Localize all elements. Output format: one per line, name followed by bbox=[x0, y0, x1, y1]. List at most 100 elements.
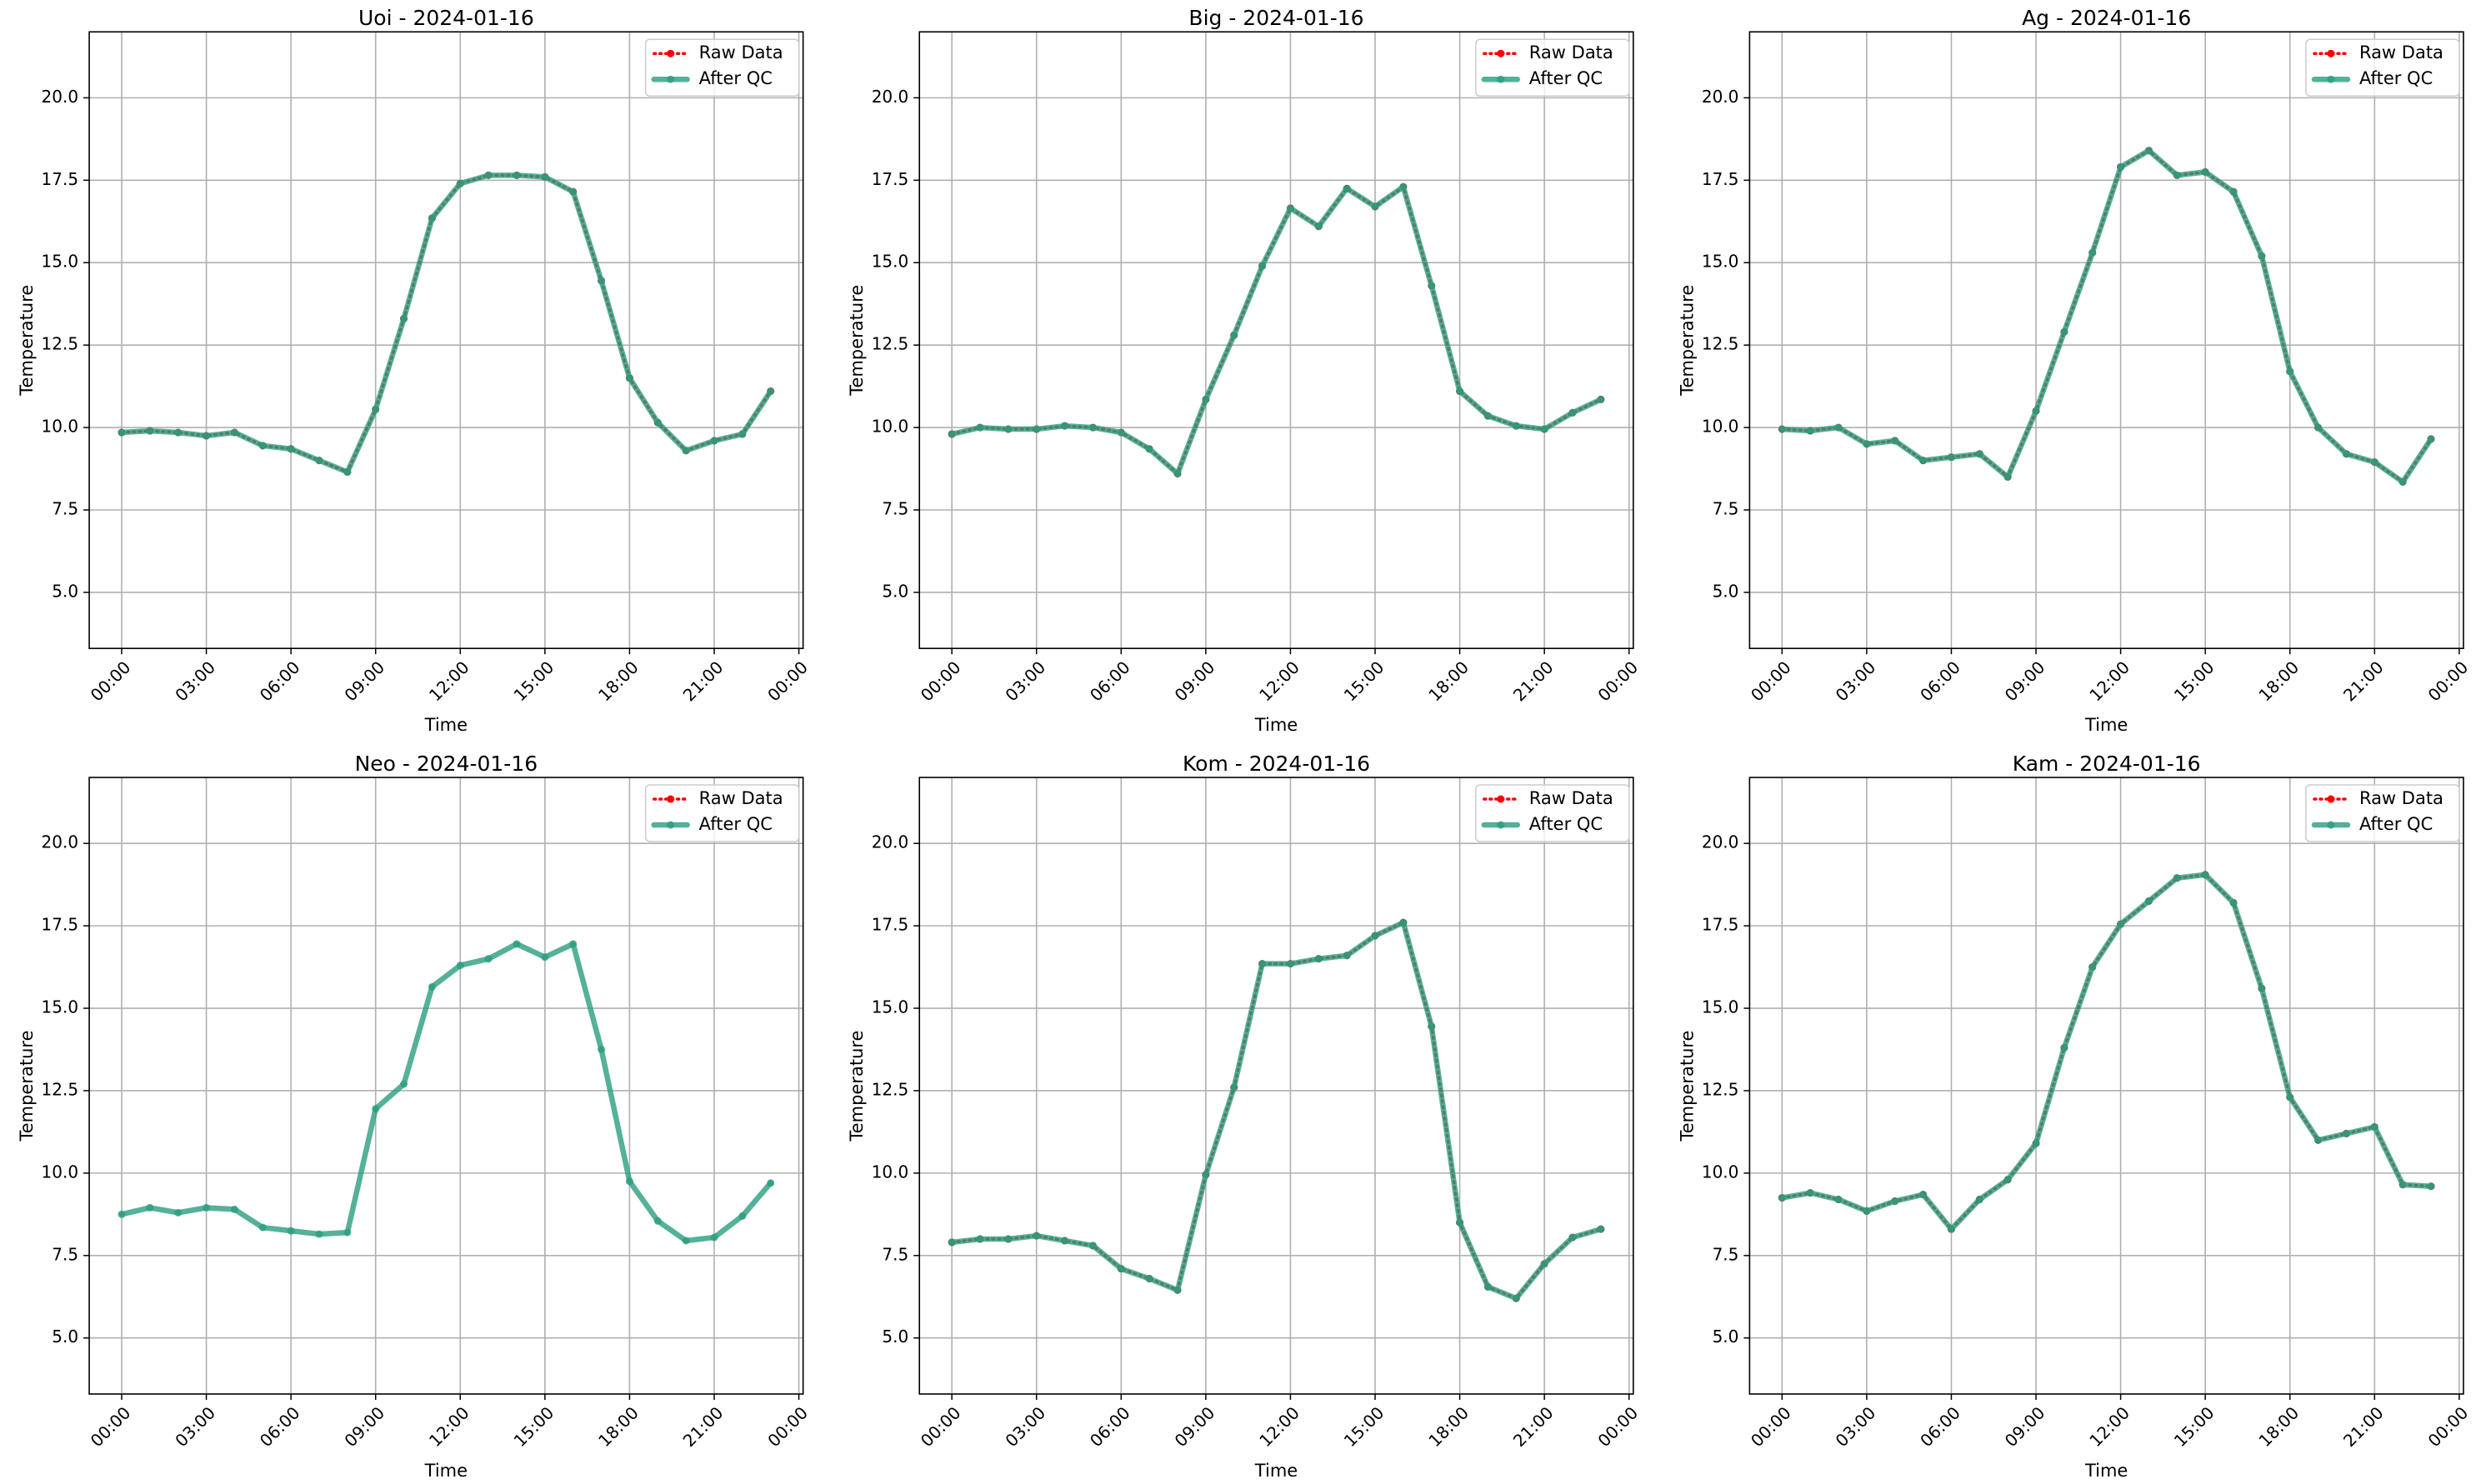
data-point bbox=[1540, 1260, 1548, 1268]
y-tick-label: 20.0 bbox=[872, 87, 909, 107]
data-point bbox=[2201, 871, 2209, 879]
chart-title: Big - 2024-01-16 bbox=[1188, 6, 1363, 30]
y-tick-label: 20.0 bbox=[42, 832, 79, 852]
legend-label: After QC bbox=[699, 814, 773, 834]
x-tick-label: 12:00 bbox=[2085, 1402, 2133, 1451]
x-tick-label: 09:00 bbox=[2001, 657, 2049, 706]
chart-title: Ag - 2024-01-16 bbox=[2022, 6, 2191, 30]
data-point bbox=[456, 179, 464, 187]
y-tick-label: 5.0 bbox=[882, 581, 908, 601]
data-point bbox=[2342, 450, 2350, 458]
y-axis-label: Temperature bbox=[847, 1031, 867, 1142]
data-point bbox=[1568, 408, 1577, 417]
data-point bbox=[484, 955, 493, 963]
data-point bbox=[598, 1046, 606, 1054]
x-tick-label: 06:00 bbox=[1916, 1402, 1964, 1451]
x-tick-label: 03:00 bbox=[171, 657, 219, 706]
data-point bbox=[2032, 407, 2040, 415]
x-tick-label: 00:00 bbox=[2424, 1402, 2473, 1451]
plot-frame bbox=[918, 31, 1634, 649]
data-point bbox=[513, 940, 521, 948]
data-point bbox=[1891, 437, 1899, 445]
x-tick-label: 03:00 bbox=[1832, 1402, 1880, 1451]
x-tick-label: 15:00 bbox=[510, 1402, 558, 1451]
legend-label: Raw Data bbox=[699, 788, 783, 808]
data-point bbox=[456, 962, 464, 970]
legend-marker bbox=[1497, 49, 1505, 57]
data-point bbox=[1343, 952, 1351, 960]
y-tick-label: 7.5 bbox=[1713, 498, 1739, 518]
data-point bbox=[976, 423, 984, 432]
y-axis-label: Temperature bbox=[847, 285, 867, 397]
data-point bbox=[1399, 182, 1408, 191]
legend-marker bbox=[667, 821, 675, 829]
data-point bbox=[1806, 427, 1814, 435]
plot-frame bbox=[1748, 31, 2464, 649]
data-point bbox=[400, 1080, 408, 1088]
data-point bbox=[1778, 1194, 1786, 1202]
legend-label: Raw Data bbox=[1529, 42, 1613, 62]
y-tick-label: 5.0 bbox=[1713, 581, 1739, 601]
data-point bbox=[2370, 458, 2378, 467]
y-axis-label: Temperature bbox=[17, 285, 37, 397]
y-tick-label: 20.0 bbox=[42, 87, 79, 107]
data-point bbox=[1778, 425, 1786, 433]
data-point bbox=[1314, 955, 1323, 963]
data-point bbox=[1286, 204, 1294, 212]
x-tick-label: 18:00 bbox=[594, 657, 643, 706]
data-point bbox=[541, 172, 549, 181]
data-point bbox=[2173, 171, 2181, 179]
x-tick-label: 18:00 bbox=[1424, 657, 1473, 706]
legend-label: Raw Data bbox=[699, 42, 783, 62]
data-point bbox=[315, 457, 323, 465]
x-tick-label: 09:00 bbox=[340, 1402, 388, 1451]
data-point bbox=[146, 1203, 154, 1212]
x-tick-label: 00:00 bbox=[917, 1402, 965, 1451]
y-tick-label: 10.0 bbox=[1702, 1162, 1739, 1182]
y-tick-label: 7.5 bbox=[1713, 1244, 1739, 1264]
x-axis-label: Time bbox=[2084, 715, 2128, 735]
data-point bbox=[1483, 1282, 1492, 1291]
y-tick-label: 10.0 bbox=[872, 1162, 909, 1182]
y-tick-label: 15.0 bbox=[872, 997, 909, 1017]
data-point bbox=[1863, 440, 1871, 448]
data-point bbox=[2088, 963, 2097, 972]
y-tick-label: 5.0 bbox=[1713, 1327, 1739, 1347]
data-point bbox=[1597, 1225, 1605, 1233]
x-tick-label: 21:00 bbox=[2339, 1402, 2388, 1451]
x-tick-label: 21:00 bbox=[1509, 1402, 1558, 1451]
plot-background bbox=[1749, 777, 2463, 1394]
data-point bbox=[710, 437, 718, 445]
y-tick-label: 15.0 bbox=[872, 252, 909, 272]
subplot: 5.0 7.5 10.0 12.5 15.0 17.5 20.0 00:00 03:00 06:0… bbox=[847, 6, 1642, 735]
data-point bbox=[1834, 1196, 1843, 1204]
data-point bbox=[1061, 1237, 1069, 1245]
data-point bbox=[1512, 422, 1520, 430]
data-point bbox=[2060, 1044, 2068, 1052]
legend-marker bbox=[2327, 821, 2335, 829]
y-tick-label: 12.5 bbox=[872, 1079, 909, 1099]
x-tick-label: 12:00 bbox=[425, 1402, 473, 1451]
data-point bbox=[513, 171, 521, 179]
x-tick-label: 15:00 bbox=[1340, 657, 1388, 706]
x-tick-label: 00:00 bbox=[763, 1402, 812, 1451]
data-point bbox=[1033, 1232, 1041, 1240]
data-line bbox=[1779, 872, 2434, 1232]
data-point bbox=[2286, 367, 2294, 376]
data-point bbox=[1806, 1189, 1814, 1197]
data-point bbox=[2229, 898, 2238, 907]
x-tick-label: 21:00 bbox=[679, 657, 728, 706]
data-point bbox=[1428, 282, 1436, 290]
data-point bbox=[428, 982, 436, 991]
chart-title: Uoi - 2024-01-16 bbox=[358, 6, 534, 30]
data-point bbox=[1919, 1191, 1928, 1199]
plot-frame bbox=[1748, 777, 2464, 1395]
legend-marker bbox=[667, 75, 675, 83]
data-point bbox=[1343, 184, 1351, 192]
x-tick-label: 21:00 bbox=[2339, 657, 2388, 706]
x-tick-label: 09:00 bbox=[1171, 657, 1219, 706]
data-point bbox=[653, 418, 662, 427]
plot-background bbox=[1749, 32, 2463, 649]
data-point bbox=[1512, 1294, 1520, 1302]
